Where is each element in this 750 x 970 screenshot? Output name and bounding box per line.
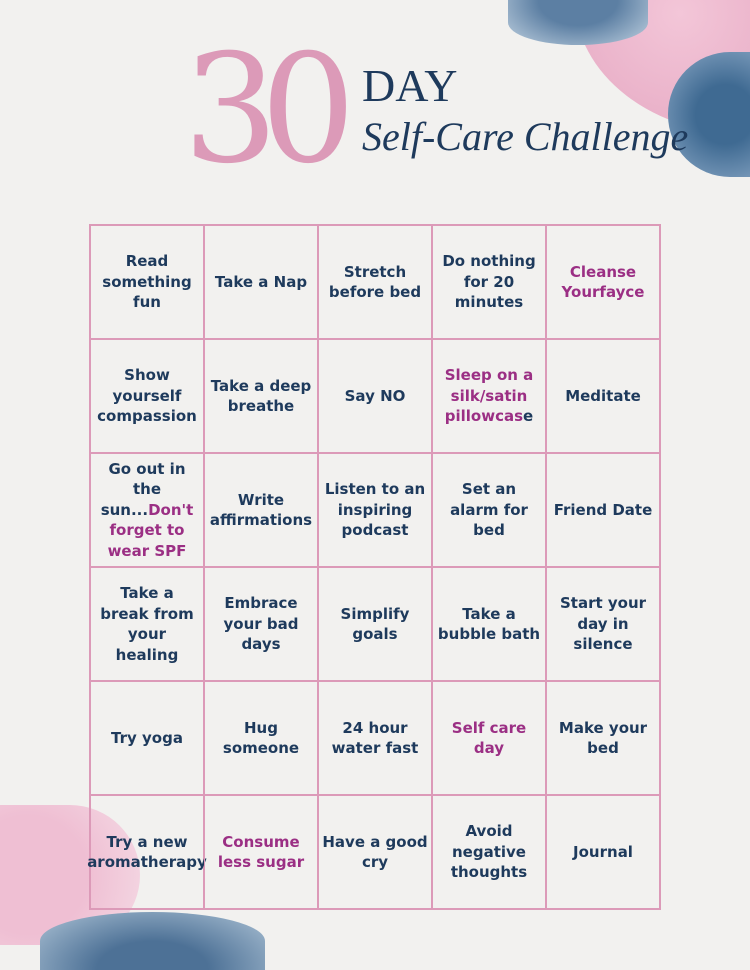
title-number: 30 bbox=[183, 23, 356, 197]
challenge-cell: 24 hour water fast bbox=[318, 681, 432, 795]
cell-text: Meditate bbox=[565, 386, 641, 407]
cell-text-part: Sleep on a silk/satin pillowcas bbox=[444, 366, 534, 426]
cell-text: Go out in the sun...Don't forget to wear… bbox=[94, 459, 200, 562]
cell-text-part: Say NO bbox=[344, 386, 406, 405]
challenge-cell: Friend Date bbox=[546, 453, 660, 567]
cell-text-part: Avoid negative thoughts bbox=[450, 822, 528, 882]
challenge-cell: Try yoga bbox=[90, 681, 204, 795]
challenge-cell: Go out in the sun...Don't forget to wear… bbox=[90, 453, 204, 567]
cell-text: Self care day bbox=[436, 718, 542, 759]
cell-text-part: Journal bbox=[573, 842, 633, 861]
cell-text-part: Start your day in silence bbox=[559, 594, 647, 654]
cell-text-part: Cleanse Yourfayce bbox=[561, 262, 645, 302]
challenge-cell: Cleanse Yourfayce bbox=[546, 225, 660, 339]
challenge-cell: Self care day bbox=[432, 681, 546, 795]
challenge-cell: Start your day in silence bbox=[546, 567, 660, 681]
cell-text: Take a deep breathe bbox=[208, 376, 314, 417]
cell-text: Take a break from your healing bbox=[94, 583, 200, 665]
cell-text: Simplify goals bbox=[322, 604, 428, 645]
challenge-cell: Try a new aromatherapy bbox=[87, 795, 207, 909]
cell-text-part: Have a good cry bbox=[322, 832, 428, 872]
cell-text-part: Try a new aromatherapy bbox=[87, 832, 207, 872]
cell-text-part: Listen to an inspiring podcast bbox=[324, 480, 426, 540]
cell-text: Make your bed bbox=[550, 718, 656, 759]
cell-text: Take a Nap bbox=[215, 272, 307, 293]
challenge-cell: Avoid negative thoughts bbox=[432, 795, 546, 909]
cell-text-part: Self care day bbox=[451, 718, 527, 758]
cell-text-part: e bbox=[523, 407, 534, 426]
challenge-cell: Take a bubble bath bbox=[432, 567, 546, 681]
cell-text: Set an alarm for bed bbox=[436, 479, 542, 541]
challenge-grid: Read something fun Take a Nap Stretch befo… bbox=[87, 224, 661, 910]
cell-text: Have a good cry bbox=[322, 832, 428, 873]
cell-text-part: Simplify goals bbox=[340, 604, 410, 644]
challenge-cell: Meditate bbox=[546, 339, 660, 453]
cell-text: Read something fun bbox=[94, 251, 200, 313]
challenge-cell: Do nothing for 20 minutes bbox=[432, 225, 546, 339]
challenge-cell: Take a deep breathe bbox=[204, 339, 318, 453]
cell-text: Say NO bbox=[345, 386, 406, 407]
challenge-cell: Make your bed bbox=[546, 681, 660, 795]
cell-text: Listen to an inspiring podcast bbox=[322, 479, 428, 541]
challenge-cell: Set an alarm for bed bbox=[432, 453, 546, 567]
cell-text: Cleanse Yourfayce bbox=[550, 262, 656, 303]
challenge-cell: Stretch before bed bbox=[318, 225, 432, 339]
cell-text-part: Do nothing for 20 minutes bbox=[442, 252, 536, 312]
challenge-cell: Take a break from your healing bbox=[90, 567, 204, 681]
cell-text: Start your day in silence bbox=[550, 593, 656, 655]
cell-text-part: Take a deep breathe bbox=[210, 376, 312, 416]
title-subtitle: Self-Care Challenge bbox=[362, 114, 689, 159]
challenge-cell: Sleep on a silk/satin pillowcase bbox=[432, 339, 546, 453]
cell-text: Show yourself compassion bbox=[94, 365, 200, 427]
cell-text-part: Friend Date bbox=[553, 500, 653, 519]
cell-text-part: Consume less sugar bbox=[217, 832, 305, 872]
title-day: DAY bbox=[362, 60, 458, 111]
cell-text-part: Show yourself compassion bbox=[97, 366, 197, 426]
cell-text: Avoid negative thoughts bbox=[436, 821, 542, 883]
cell-text-part: Read something fun bbox=[102, 252, 192, 312]
challenge-cell: Read something fun bbox=[90, 225, 204, 339]
challenge-cell: Consume less sugar bbox=[204, 795, 318, 909]
cell-text-part: Set an alarm for bed bbox=[450, 480, 528, 540]
cell-text-part: Write affirmations bbox=[209, 490, 313, 530]
cell-text-part: 24 hour water fast bbox=[331, 718, 419, 758]
challenge-cell: Say NO bbox=[318, 339, 432, 453]
watercolor-blue-bottom bbox=[40, 912, 265, 970]
cell-text-part: Go out in the sun... bbox=[100, 459, 186, 519]
challenge-cell: Show yourself compassion bbox=[90, 339, 204, 453]
challenge-cell: Journal bbox=[546, 795, 660, 909]
cell-text-part: Try yoga bbox=[111, 728, 183, 747]
watercolor-blue-top bbox=[508, 0, 648, 45]
challenge-cell: Hug someone bbox=[204, 681, 318, 795]
cell-text-part: Embrace your bad days bbox=[223, 594, 299, 654]
cell-text: Friend Date bbox=[554, 500, 653, 521]
cell-text-part: Take a break from your healing bbox=[100, 584, 194, 664]
challenge-cell: Take a Nap bbox=[204, 225, 318, 339]
cell-text: Try a new aromatherapy bbox=[87, 832, 207, 873]
challenge-cell: Embrace your bad days bbox=[204, 567, 318, 681]
cell-text: Try yoga bbox=[111, 728, 183, 749]
cell-text: 24 hour water fast bbox=[322, 718, 428, 759]
challenge-cell: Have a good cry bbox=[318, 795, 432, 909]
cell-text-part: Don't forget to wear SPF bbox=[107, 500, 194, 560]
cell-text-part: Make your bed bbox=[558, 718, 648, 758]
challenge-cell: Listen to an inspiring podcast bbox=[318, 453, 432, 567]
cell-text: Consume less sugar bbox=[208, 832, 314, 873]
cell-text: Journal bbox=[573, 842, 633, 863]
cell-text-part: Hug someone bbox=[222, 718, 300, 758]
cell-text: Hug someone bbox=[208, 718, 314, 759]
cell-text-part: Stretch before bed bbox=[328, 262, 422, 302]
cell-text: Stretch before bed bbox=[322, 262, 428, 303]
cell-text: Embrace your bad days bbox=[208, 593, 314, 655]
cell-text: Sleep on a silk/satin pillowcase bbox=[436, 365, 542, 427]
cell-text: Take a bubble bath bbox=[436, 604, 542, 645]
cell-text-part: Meditate bbox=[565, 386, 641, 405]
challenge-cell: Simplify goals bbox=[318, 567, 432, 681]
cell-text: Do nothing for 20 minutes bbox=[436, 251, 542, 313]
cell-text-part: Take a bubble bath bbox=[437, 604, 541, 644]
cell-text: Write affirmations bbox=[208, 490, 314, 531]
challenge-cell: Write affirmations bbox=[204, 453, 318, 567]
cell-text-part: Take a Nap bbox=[214, 272, 308, 291]
